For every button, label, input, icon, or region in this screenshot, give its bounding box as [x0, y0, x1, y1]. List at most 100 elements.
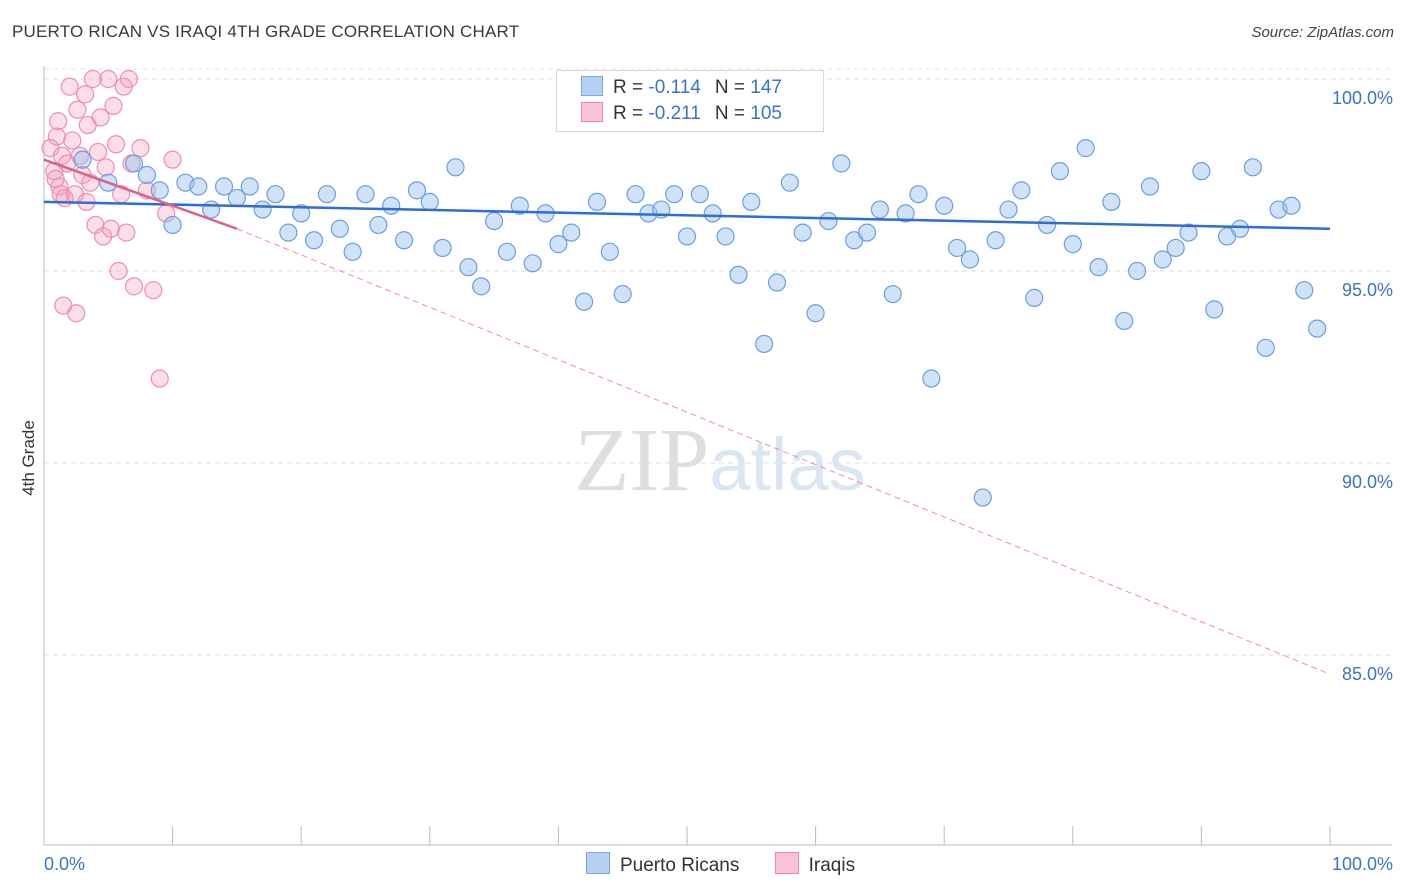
iraqi-point [47, 127, 66, 146]
puerto-rican-point [1256, 338, 1275, 357]
puerto-rican-point [1012, 181, 1031, 200]
blue-swatch [581, 76, 603, 96]
puerto-rican-point [356, 185, 375, 204]
puerto-rican-point [73, 150, 92, 169]
legend-r-label: R = [613, 77, 644, 98]
legend-row-iraqis: R = -0.211 N = 105 [581, 102, 782, 126]
puerto-rican-point [137, 165, 156, 185]
x-tick-label-min: 0.0% [44, 854, 85, 874]
puerto-rican-point [626, 185, 645, 204]
iraqi-point [68, 100, 87, 119]
watermark-zip: ZIP [574, 411, 709, 510]
iraqi-point [88, 142, 108, 162]
y-tick-label: 90.0% [1342, 472, 1393, 492]
puerto-rican-point [1205, 300, 1224, 319]
y-axis-label: 4th Grade [19, 420, 38, 496]
iraqi-point [76, 85, 95, 104]
puerto-rican-point [1282, 196, 1301, 215]
pink-swatch [774, 852, 799, 874]
puerto-rican-point [1063, 235, 1082, 254]
puerto-rican-point [742, 192, 761, 211]
puerto-rican-point [999, 200, 1018, 219]
puerto-rican-point [690, 185, 709, 204]
iraqi-point [144, 281, 163, 300]
puerto-rican-point [896, 204, 915, 223]
puerto-rican-point [1308, 319, 1327, 338]
iraqis-trend-line [43, 158, 238, 230]
puerto-rican-point [935, 196, 954, 215]
axis-layer [43, 66, 1392, 846]
puerto-rican-point [433, 238, 452, 258]
puerto-rican-point [780, 173, 799, 192]
pink-swatch [581, 102, 603, 122]
iraqi-point [83, 69, 102, 89]
puerto-rican-point [703, 204, 722, 223]
iraqi-point [99, 69, 118, 89]
axis-labels: 100.0% 95.0% 90.0% 85.0% 0.0% 100.0% 4th Grade [19, 88, 1393, 874]
legend-label: Iraqis [808, 855, 856, 876]
puerto-rican-point [382, 196, 401, 215]
puerto-rican-point [304, 231, 324, 250]
y-tick-label: 85.0% [1342, 664, 1393, 684]
puerto-rican-point [767, 273, 787, 292]
iraqi-point [119, 69, 138, 89]
puerto-rican-point [214, 177, 234, 196]
puerto-rican-point [472, 277, 491, 296]
puerto-rican-point [1192, 162, 1211, 181]
puerto-rican-point [420, 192, 439, 211]
grid-layer [44, 68, 1392, 656]
puerto-rican-point [407, 181, 427, 200]
puerto-rican-point [729, 265, 748, 284]
puerto-rican-point [1050, 162, 1070, 181]
puerto-rican-point [806, 304, 825, 323]
puerto-rican-point [279, 223, 298, 242]
puerto-ricans-points [73, 139, 1327, 507]
puerto-rican-point [613, 284, 632, 304]
legend-n-label: N = [714, 103, 745, 124]
puerto-rican-point [510, 196, 529, 215]
puerto-rican-point [369, 215, 388, 235]
puerto-rican-point [292, 204, 311, 223]
puerto-rican-point [575, 292, 594, 311]
watermark-atlas: atlas [709, 423, 865, 506]
legend-r-value: -0.211 [648, 103, 701, 124]
puerto-rican-point [394, 231, 414, 250]
puerto-rican-point [677, 227, 697, 246]
puerto-rican-point [909, 185, 928, 204]
y-tick-label: 95.0% [1342, 280, 1393, 300]
puerto-rican-point [960, 250, 980, 269]
puerto-rican-point [1089, 258, 1108, 277]
watermark: ZIPatlas [574, 411, 865, 510]
legend-item-puerto-ricans[interactable]: Puerto Ricans [586, 852, 739, 877]
puerto-rican-point [549, 235, 568, 254]
puerto-rican-point [317, 185, 337, 204]
puerto-rican-point [459, 258, 478, 277]
x-tick-label-max: 100.0% [1332, 854, 1393, 874]
puerto-rican-point [240, 177, 259, 196]
puerto-rican-point [986, 231, 1005, 250]
iraqi-point [51, 185, 70, 204]
iraqi-point [63, 131, 82, 150]
chart-title: PUERTO RICAN VS IRAQI 4TH GRADE CORRELAT… [12, 22, 520, 41]
puerto-rican-point [1076, 139, 1095, 158]
puerto-rican-point [1140, 177, 1160, 196]
iraqi-point [49, 112, 68, 131]
legend-label: Puerto Ricans [620, 855, 740, 876]
puerto-rican-point [973, 488, 992, 507]
puerto-rican-point [1166, 238, 1185, 258]
legend-item-iraqis[interactable]: Iraqis [774, 852, 856, 877]
puerto-rican-point [1037, 215, 1057, 235]
iraqis-points [41, 69, 182, 388]
iraqi-point [106, 135, 126, 154]
iraqi-point [46, 169, 65, 188]
puerto-rican-point [253, 200, 272, 219]
stats-legend: R = -0.114 N = 147 R = -0.211 N = 105 [556, 70, 824, 132]
series-legend: Puerto Ricans Iraqis [586, 852, 885, 877]
puerto-rican-point [1102, 192, 1121, 211]
legend-r-label: R = [613, 103, 644, 124]
puerto-rican-point [1295, 281, 1314, 300]
puerto-rican-point [587, 192, 607, 211]
puerto-rican-point [150, 181, 169, 200]
puerto-rican-point [922, 369, 941, 388]
legend-n-label: N = [714, 77, 745, 98]
